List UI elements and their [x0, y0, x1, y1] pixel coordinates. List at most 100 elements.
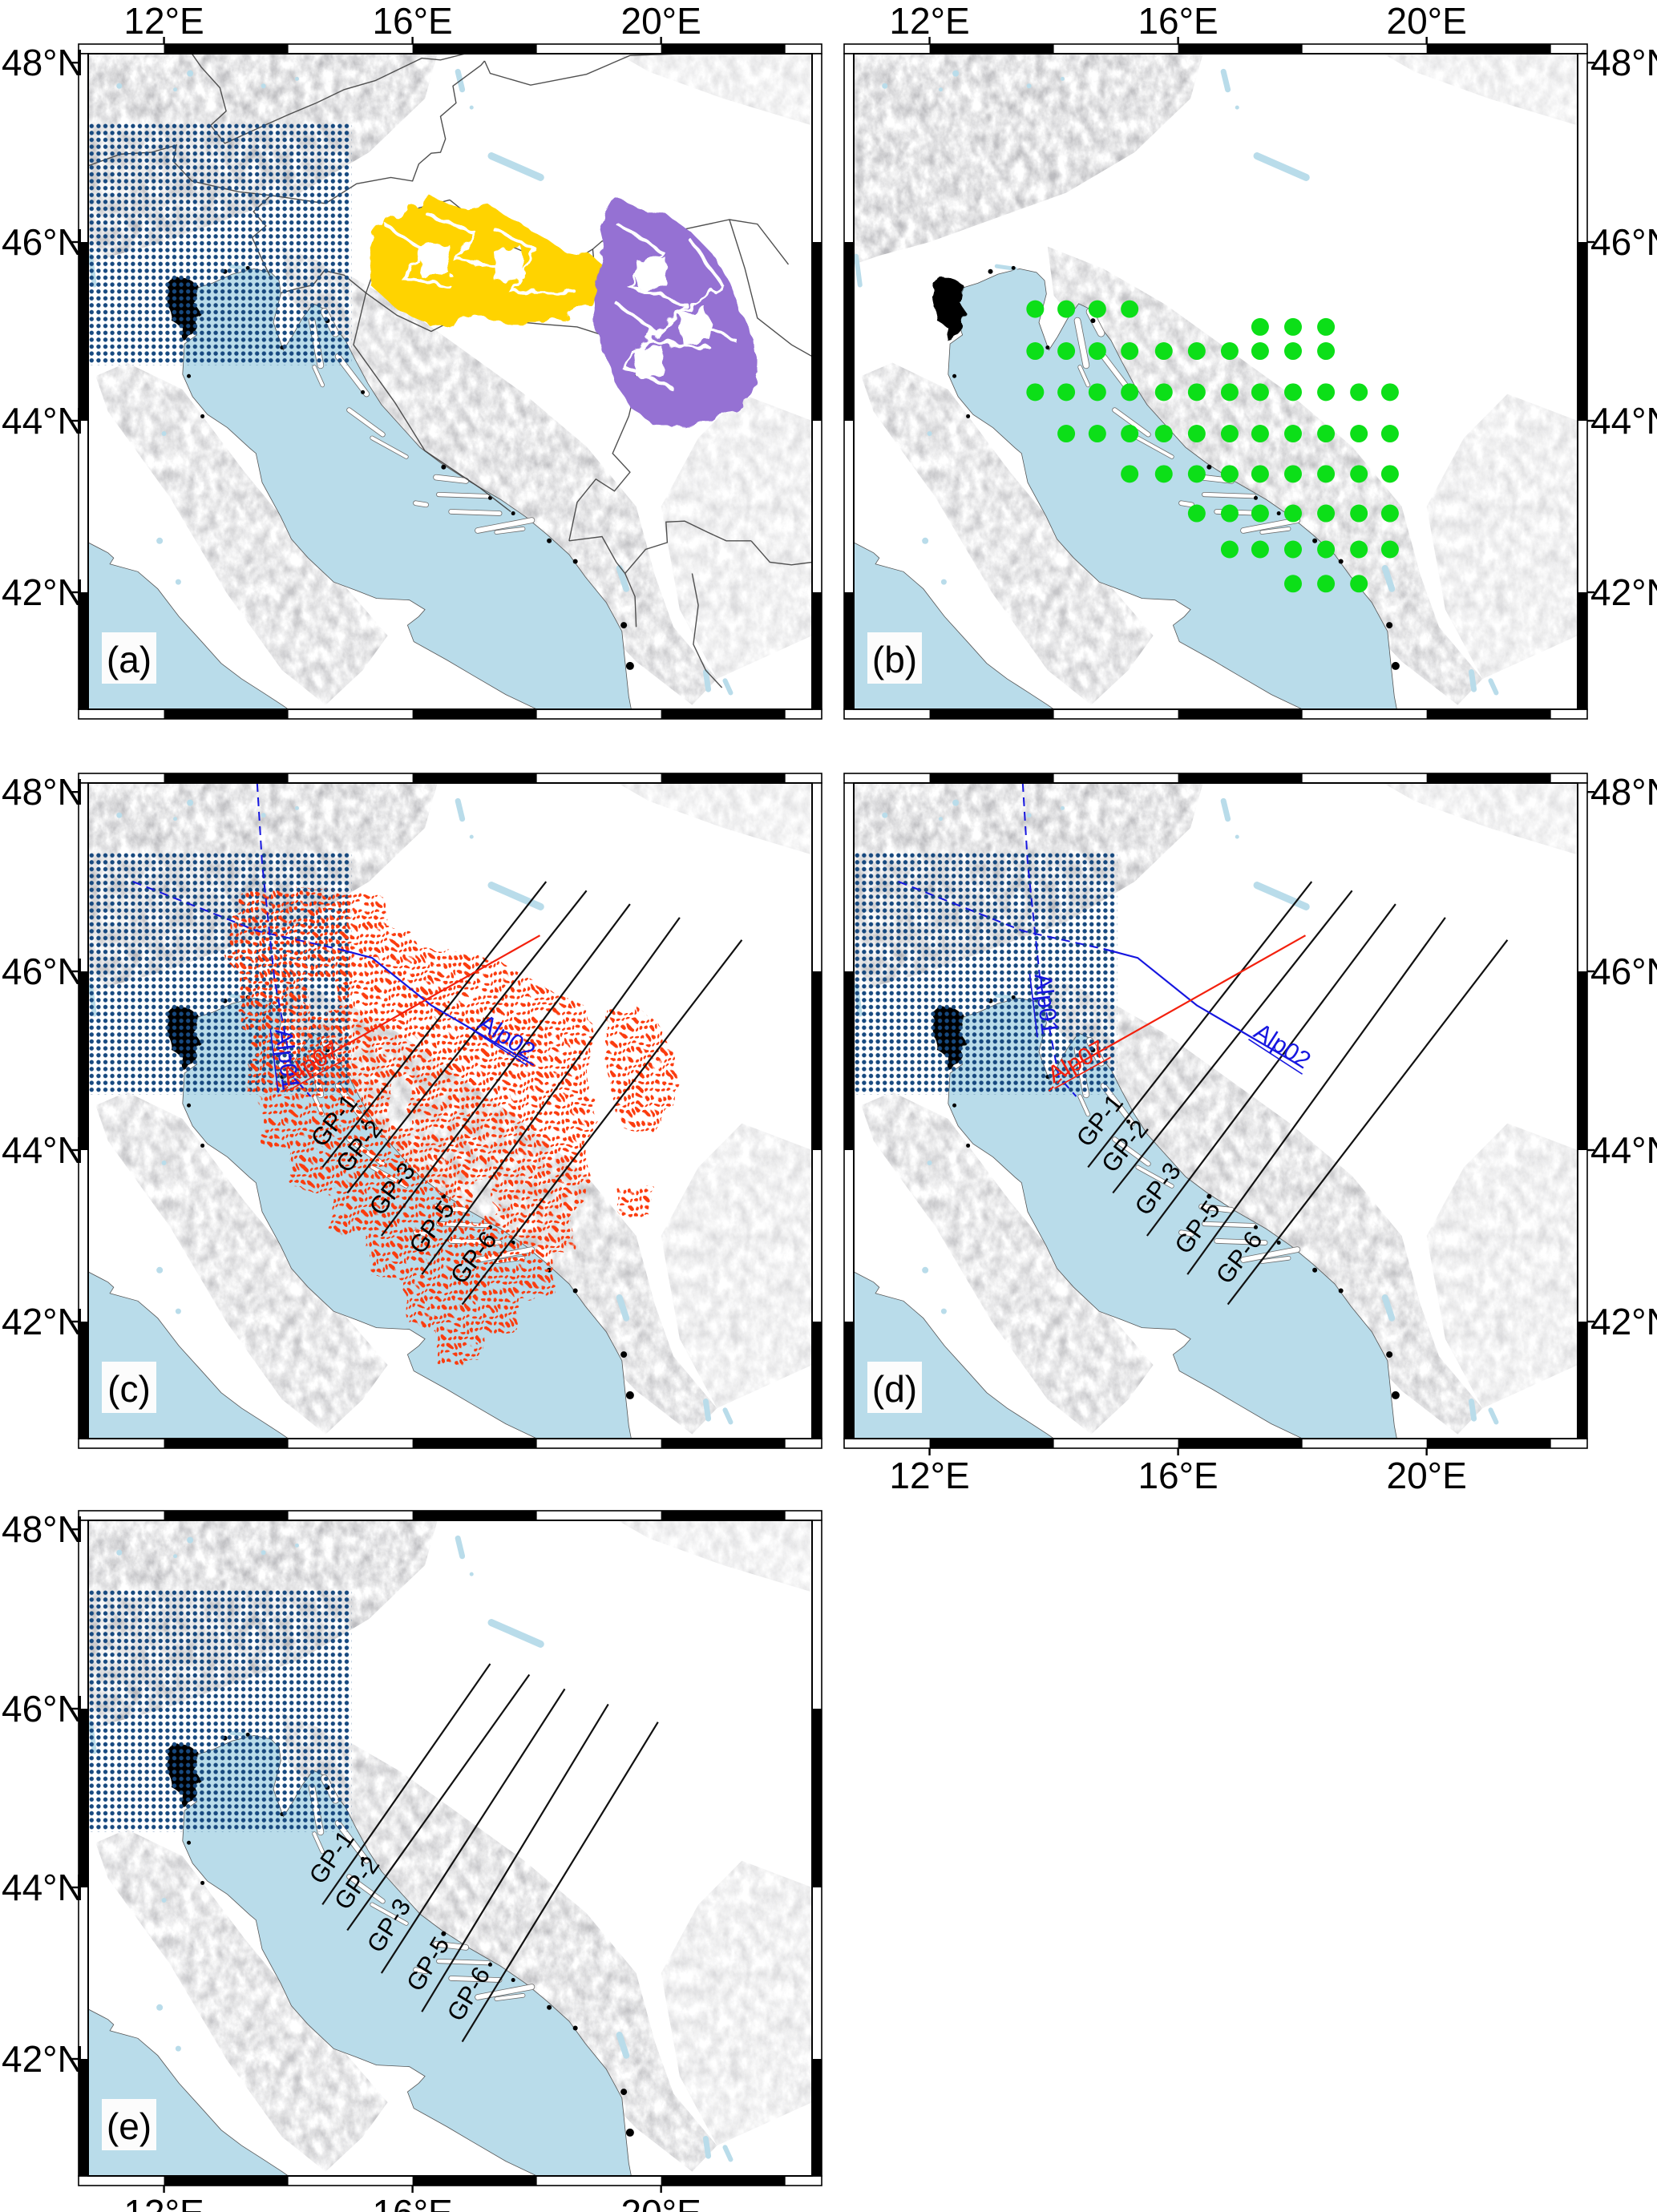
island: [1078, 365, 1090, 387]
island: [1202, 1221, 1256, 1228]
profile-line-gp-6: [1227, 939, 1509, 1306]
coast-fleck: [200, 1880, 205, 1885]
green-dot: [1380, 504, 1399, 523]
green-dot: [1220, 465, 1239, 483]
lake: [1488, 1407, 1499, 1425]
small-lake: [469, 834, 474, 839]
terrain-shading: [281, 1713, 717, 2172]
axis-label: 42°N: [2, 2038, 84, 2080]
island: [1113, 408, 1150, 437]
island: [1240, 1247, 1300, 1262]
small-lake: [156, 1266, 164, 1274]
small-lake: [175, 1308, 181, 1314]
coast-fleck: [1338, 559, 1344, 564]
coast-fleck: [441, 464, 447, 470]
axis-label: 16°E: [1138, 1455, 1219, 1496]
small-lake: [1235, 105, 1239, 110]
country-border: [568, 520, 751, 575]
country-border: [624, 573, 637, 628]
axis-label: 16°E: [372, 0, 453, 42]
axis-label: 20°E: [1386, 0, 1467, 42]
axis-label: 46°N: [2, 951, 84, 992]
lake: [487, 152, 544, 181]
terrain-shading: [1047, 975, 1483, 1435]
lake: [702, 1398, 712, 1422]
country-border: [483, 54, 680, 86]
coast-fleck: [1206, 464, 1212, 470]
axis-label: 48°N: [2, 1508, 84, 1551]
small-lake: [1026, 813, 1032, 818]
coast-fleck: [625, 661, 634, 670]
profile-line-gp-5: [421, 1703, 609, 2012]
small-lake: [1235, 834, 1239, 839]
axis-label: 42°N: [2, 571, 84, 613]
green-dot: [1057, 300, 1076, 318]
lake: [616, 2032, 630, 2059]
green-dot: [1251, 504, 1269, 523]
small-lake: [294, 1543, 299, 1548]
island: [1199, 1204, 1235, 1213]
coast-fleck: [441, 1931, 447, 1936]
lake: [455, 1535, 466, 1560]
panel-b: (b): [843, 37, 1594, 720]
coast-fleck: [487, 1962, 492, 1967]
green-dot: [1380, 425, 1399, 443]
coast-fleck: [1312, 538, 1318, 543]
green-dot: [1154, 425, 1173, 443]
island: [434, 474, 469, 483]
small-lake: [294, 805, 299, 810]
panel-letter: (c): [107, 1368, 151, 1410]
green-dot: [1187, 383, 1206, 402]
island: [1178, 501, 1194, 507]
small-lake: [1060, 805, 1065, 810]
panel-letter-box: [867, 1362, 922, 1413]
terrain-shading: [617, 1520, 812, 1592]
small-lake: [1060, 76, 1065, 81]
green-dot: [1380, 383, 1399, 402]
coast-fleck: [511, 511, 515, 516]
island: [1136, 1165, 1174, 1188]
coast-fleck: [361, 1856, 366, 1861]
alp07-line-dashed: [1048, 1064, 1077, 1092]
purple-survey-region: [592, 197, 758, 430]
coast-fleck: [1011, 265, 1016, 270]
island: [1240, 518, 1300, 533]
island: [436, 492, 491, 499]
coast-fleck: [1386, 622, 1393, 629]
alp07-line-dashed: [282, 1064, 311, 1092]
small-lake: [922, 1266, 929, 1274]
alp01-line: [256, 783, 312, 1097]
profile-line-gp-3: [380, 903, 631, 1237]
island: [313, 1832, 325, 1854]
profile-line-gp-2: [1112, 890, 1353, 1194]
green-dot: [1026, 342, 1045, 361]
lake: [702, 2135, 712, 2159]
small-lake: [261, 1550, 266, 1556]
green-dot: [1220, 383, 1239, 402]
island: [449, 1976, 502, 1983]
axis-label: 44°N: [2, 1867, 84, 1908]
profile-line-gp-3: [380, 1688, 566, 1974]
green-dot: [1088, 300, 1106, 318]
island: [1178, 1230, 1194, 1237]
coast-fleck: [200, 1143, 205, 1148]
axis-label: 48°N: [2, 771, 84, 813]
coast-fleck: [1253, 495, 1258, 500]
profile-line-gp-2: [346, 890, 588, 1194]
coast-fleck: [1276, 511, 1281, 516]
coast-fleck: [200, 414, 205, 418]
island: [413, 501, 429, 507]
profile-line-gp-1: [321, 881, 548, 1169]
coast-fleck: [187, 1840, 192, 1845]
map-frame: [71, 1510, 822, 2193]
island: [495, 527, 525, 535]
venice-station-cluster: [932, 276, 968, 343]
map-frame: [71, 773, 822, 1449]
small-lake: [173, 87, 178, 92]
green-dot: [1057, 342, 1076, 361]
country-border: [191, 54, 466, 144]
axis-label: 16°E: [1138, 0, 1219, 42]
coast-fleck: [952, 373, 957, 378]
